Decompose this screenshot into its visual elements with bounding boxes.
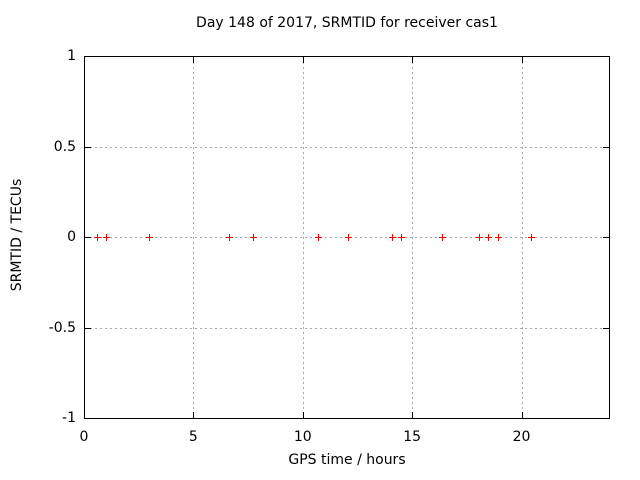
y-tick-label: 0: [67, 229, 76, 245]
x-tick-mark: [412, 57, 414, 63]
y-tick-mark: [603, 146, 609, 148]
x-tick-label: 10: [293, 429, 312, 445]
data-point-marker: [484, 234, 492, 241]
data-point-marker: [146, 234, 154, 241]
data-point-marker: [226, 234, 234, 241]
x-tick-mark: [193, 57, 195, 63]
data-point-marker: [345, 234, 353, 241]
data-point-marker: [93, 234, 101, 241]
y-tick-mark: [603, 237, 609, 238]
y-tick-mark: [85, 146, 91, 148]
y-gridline: [85, 146, 609, 148]
y-tick-label: 0.5: [53, 138, 76, 155]
x-tick-label: 5: [188, 429, 198, 445]
data-point-marker: [250, 234, 258, 241]
y-tick-mark: [85, 418, 91, 419]
chart-title: Day 148 of 2017, SRMTID for receiver cas…: [196, 15, 498, 31]
x-tick-label: 15: [403, 429, 422, 445]
x-tick-label: 20: [512, 429, 531, 445]
y-tick-label: 1: [67, 48, 76, 64]
x-tick-mark: [193, 412, 195, 418]
x-tick-mark: [412, 412, 414, 418]
data-point-marker: [388, 234, 396, 241]
x-tick-mark: [521, 57, 523, 63]
data-point-marker: [397, 234, 405, 241]
x-tick-mark: [84, 412, 85, 418]
y-tick-label: -0.5: [48, 319, 76, 336]
data-point-marker: [495, 234, 503, 241]
y-tick-mark: [603, 327, 609, 329]
y-gridline: [85, 327, 609, 329]
y-tick-mark: [603, 418, 609, 419]
y-tick-mark: [603, 56, 609, 57]
y-tick-mark: [85, 56, 91, 57]
data-point-marker: [315, 234, 323, 241]
y-tick-mark: [85, 327, 91, 329]
x-axis-label: GPS time / hours: [288, 452, 406, 468]
x-tick-mark: [302, 412, 304, 418]
data-point-marker: [476, 234, 484, 241]
x-tick-mark: [84, 57, 85, 63]
x-tick-mark: [302, 57, 304, 63]
y-tick-label: -1: [62, 410, 76, 426]
y-axis-label: SRMTID / TECUs: [9, 178, 25, 292]
x-tick-mark: [521, 412, 523, 418]
plot-area: [84, 56, 610, 419]
data-point-marker: [527, 234, 535, 241]
data-point-marker: [103, 234, 111, 241]
y-tick-mark: [85, 237, 91, 238]
x-tick-label: 0: [79, 429, 89, 445]
data-point-marker: [438, 234, 446, 241]
